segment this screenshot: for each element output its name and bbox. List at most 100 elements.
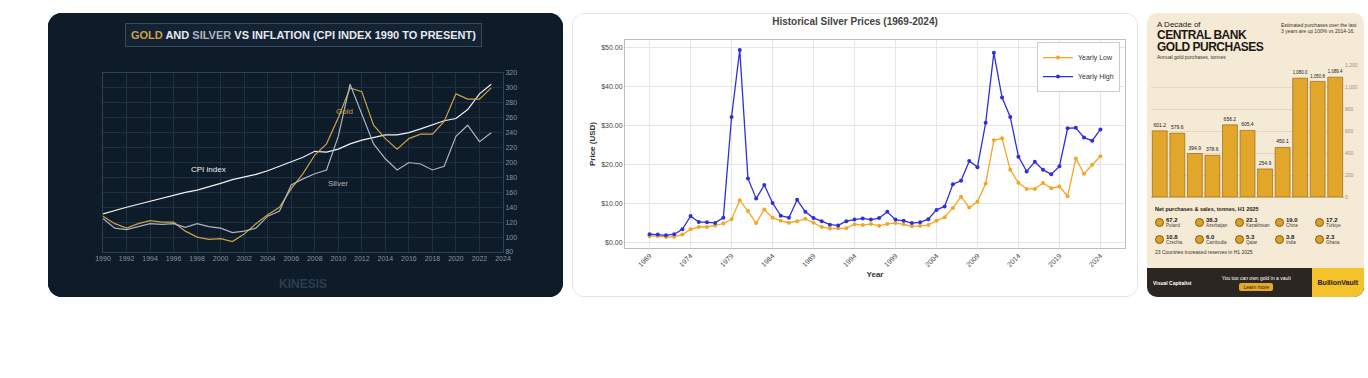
- svg-text:2004: 2004: [260, 255, 276, 262]
- svg-text:601.2: 601.2: [1153, 122, 1166, 128]
- svg-text:Year: Year: [867, 270, 884, 279]
- html-text:67.2: 67.2: [1166, 217, 1178, 223]
- html-text:17.2: 17.2: [1326, 217, 1338, 223]
- html-text:You too can own gold in a vaul: You too can own gold in a vault: [1221, 274, 1291, 281]
- svg-text:2008: 2008: [307, 255, 323, 262]
- svg-text:400: 400: [1345, 150, 1354, 156]
- svg-text:2019: 2019: [1047, 252, 1063, 268]
- svg-text:1979: 1979: [719, 252, 735, 268]
- svg-text:200: 200: [1345, 172, 1354, 178]
- svg-text:$40.00: $40.00: [601, 83, 623, 90]
- svg-text:320: 320: [505, 69, 517, 76]
- svg-text:1,000: 1,000: [1345, 84, 1358, 90]
- svg-text:180: 180: [505, 174, 517, 181]
- html-text:2.3: 2.3: [1326, 234, 1335, 240]
- svg-text:260: 260: [505, 114, 517, 121]
- svg-text:Historical Silver Prices (1969: Historical Silver Prices (1969-2024): [772, 16, 938, 27]
- svg-text:$20.00: $20.00: [601, 161, 623, 168]
- svg-text:Silver: Silver: [328, 179, 348, 188]
- svg-text:1999: 1999: [883, 252, 899, 268]
- svg-text:Annual gold purchases, tonnes: Annual gold purchases, tonnes: [1157, 54, 1226, 60]
- svg-text:2024: 2024: [1088, 252, 1104, 268]
- html-text:Poland: Poland: [1166, 223, 1180, 228]
- html-text:6.0: 6.0: [1206, 234, 1215, 240]
- svg-text:Yearly Low: Yearly Low: [1078, 54, 1113, 62]
- svg-text:1990: 1990: [95, 255, 111, 262]
- svg-text:579.6: 579.6: [1171, 124, 1184, 130]
- svg-text:GOLD AND SILVER VS INFLATION (: GOLD AND SILVER VS INFLATION (CPI INDEX …: [131, 29, 476, 41]
- html-text:Net purchases & sales, tonnes,: Net purchases & sales, tonnes, H1 2025: [1155, 206, 1259, 212]
- svg-text:$0.00: $0.00: [605, 239, 623, 246]
- svg-text:1,080.0: 1,080.0: [1293, 70, 1308, 75]
- svg-text:2022: 2022: [472, 255, 488, 262]
- svg-text:280: 280: [505, 99, 517, 106]
- svg-text:1992: 1992: [119, 255, 135, 262]
- html-text:19.0: 19.0: [1286, 217, 1298, 223]
- svg-text:1996: 1996: [166, 255, 182, 262]
- svg-text:80: 80: [505, 248, 513, 255]
- svg-text:2009: 2009: [965, 252, 981, 268]
- html-text:38.3: 38.3: [1206, 217, 1218, 223]
- svg-text:600: 600: [1345, 128, 1354, 134]
- svg-text:CPI index: CPI index: [191, 165, 226, 174]
- html-text:Visual Capitalist: Visual Capitalist: [1153, 279, 1192, 286]
- svg-text:300: 300: [505, 84, 517, 91]
- svg-text:2018: 2018: [425, 255, 441, 262]
- svg-text:160: 160: [505, 189, 517, 196]
- html-text:A Decade of: A Decade of: [1157, 20, 1201, 29]
- svg-text:2016: 2016: [401, 255, 417, 262]
- svg-text:Yearly High: Yearly High: [1078, 73, 1114, 81]
- svg-text:254.9: 254.9: [1259, 160, 1272, 166]
- svg-text:220: 220: [505, 144, 517, 151]
- svg-text:120: 120: [505, 219, 517, 226]
- svg-text:KINESIS: KINESIS: [279, 277, 327, 291]
- svg-text:800: 800: [1345, 106, 1354, 112]
- svg-text:$30.00: $30.00: [601, 122, 623, 129]
- html-text:23 Countries increased reserve: 23 Countries increased reserves in H1 20…: [1155, 249, 1253, 255]
- svg-text:200: 200: [505, 159, 517, 166]
- html-text:22.1: 22.1: [1246, 217, 1258, 223]
- svg-text:1974: 1974: [678, 252, 694, 268]
- svg-text:1984: 1984: [760, 252, 776, 268]
- svg-text:378.6: 378.6: [1206, 146, 1219, 152]
- html-text:Azerbaijan: Azerbaijan: [1206, 223, 1228, 228]
- svg-text:140: 140: [505, 204, 517, 211]
- svg-text:1,089.4: 1,089.4: [1328, 69, 1343, 74]
- html-text:Learn more: Learn more: [1243, 283, 1270, 290]
- svg-text:2004: 2004: [924, 252, 940, 268]
- svg-text:1,050.8: 1,050.8: [1310, 74, 1325, 79]
- svg-text:2012: 2012: [354, 255, 370, 262]
- svg-text:Price (USD): Price (USD): [588, 122, 597, 166]
- svg-text:100: 100: [505, 234, 517, 241]
- svg-text:$50.00: $50.00: [601, 44, 623, 51]
- svg-text:1998: 1998: [189, 255, 205, 262]
- svg-text:2020: 2020: [448, 255, 464, 262]
- svg-text:1,200: 1,200: [1345, 62, 1358, 68]
- svg-text:$10.00: $10.00: [601, 200, 623, 207]
- svg-text:2014: 2014: [378, 255, 394, 262]
- svg-text:450.1: 450.1: [1276, 138, 1289, 144]
- html-text:Kazakhstan: Kazakhstan: [1246, 223, 1270, 228]
- html-text:BullionVault: BullionVault: [1317, 279, 1358, 286]
- html-text:CENTRAL BANK GOLD PURCHASES: CENTRAL BANK GOLD PURCHASES: [1157, 28, 1264, 54]
- svg-text:1989: 1989: [801, 252, 817, 268]
- svg-text:1969: 1969: [637, 252, 653, 268]
- svg-text:2014: 2014: [1006, 252, 1022, 268]
- svg-text:1994: 1994: [842, 252, 858, 268]
- svg-text:2010: 2010: [331, 255, 347, 262]
- svg-text:2000: 2000: [213, 255, 229, 262]
- html-text:3.8: 3.8: [1286, 234, 1295, 240]
- html-text:5.3: 5.3: [1246, 234, 1255, 240]
- svg-text:2002: 2002: [236, 255, 252, 262]
- svg-text:394.9: 394.9: [1188, 145, 1201, 151]
- html-text:Estimated purchases over the l: Estimated purchases over the last 3 year…: [1281, 22, 1357, 34]
- svg-text:656.2: 656.2: [1224, 116, 1237, 122]
- svg-text:605.4: 605.4: [1241, 121, 1254, 127]
- svg-text:0: 0: [1345, 194, 1348, 200]
- svg-text:2024: 2024: [495, 255, 511, 262]
- svg-text:240: 240: [505, 129, 517, 136]
- svg-text:2006: 2006: [283, 255, 299, 262]
- html-text:10.8: 10.8: [1166, 234, 1178, 240]
- svg-text:1994: 1994: [142, 255, 158, 262]
- svg-text:Gold: Gold: [336, 107, 353, 116]
